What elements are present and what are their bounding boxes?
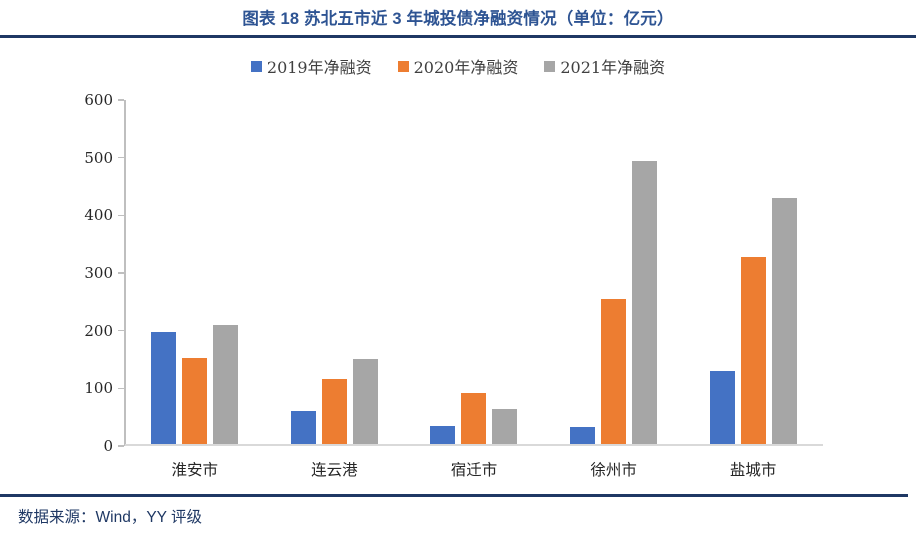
chart-legend: 2019年净融资 2020年净融资 2021年净融资 bbox=[0, 54, 916, 78]
legend-swatch-icon bbox=[397, 60, 409, 72]
y-tick-label: 400 bbox=[84, 206, 113, 225]
y-tick-label: 600 bbox=[84, 91, 113, 109]
y-axis-tick bbox=[118, 329, 124, 332]
top-divider bbox=[0, 35, 916, 38]
legend-label: 2021年净融资 bbox=[560, 58, 666, 77]
y-axis-line bbox=[124, 100, 126, 446]
bar-2020年净融资-宿迁市 bbox=[461, 393, 487, 444]
y-axis-tick bbox=[118, 387, 124, 390]
bar-2019年净融资-盐城市 bbox=[709, 371, 735, 444]
bar-group-徐州市 bbox=[544, 100, 684, 444]
y-tick-label: 500 bbox=[84, 148, 113, 167]
x-category-label: 宿迁市 bbox=[450, 461, 498, 479]
legend-item-2020年净融资: 2020年净融资 bbox=[397, 54, 519, 78]
y-axis-tick bbox=[118, 156, 124, 159]
bar-group-盐城市 bbox=[683, 100, 823, 444]
bar-2020年净融资-徐州市 bbox=[601, 298, 627, 444]
bar-2019年净融资-淮安市 bbox=[151, 332, 177, 444]
x-category-label: 连云港 bbox=[311, 461, 358, 479]
legend-swatch-icon bbox=[544, 60, 556, 72]
bar-2021年净融资-盐城市 bbox=[771, 197, 797, 444]
y-axis-tick bbox=[118, 99, 124, 101]
bar-2021年净融资-淮安市 bbox=[213, 324, 239, 444]
bar-2019年净融资-宿迁市 bbox=[430, 425, 456, 444]
y-axis-tick bbox=[118, 445, 124, 447]
legend-item-2019年净融资: 2019年净融资 bbox=[250, 54, 372, 78]
bar-group-连云港 bbox=[265, 100, 405, 444]
legend-item-2021年净融资: 2021年净融资 bbox=[544, 54, 665, 78]
x-category-label: 淮安市 bbox=[171, 461, 219, 479]
bar-2019年净融资-徐州市 bbox=[570, 426, 596, 444]
bar-2020年净融资-盐城市 bbox=[740, 257, 766, 444]
legend-swatch-icon bbox=[250, 60, 262, 72]
x-category-label: 徐州市 bbox=[590, 461, 637, 479]
figure-title: 图表 18 苏北五市近 3 年城投债净融资情况（单位：亿元） bbox=[242, 10, 674, 28]
bar-2020年净融资-连云港 bbox=[321, 379, 347, 444]
x-category-label: 盐城市 bbox=[729, 461, 777, 479]
y-tick-label: 0 bbox=[103, 437, 113, 455]
y-tick-label: 100 bbox=[84, 379, 113, 398]
bar-2019年净融资-连云港 bbox=[290, 410, 316, 444]
legend-label: 2019年净融资 bbox=[266, 58, 372, 77]
bar-2021年净融资-宿迁市 bbox=[492, 408, 518, 444]
bar-group-淮安市 bbox=[125, 100, 265, 444]
bar-group-宿迁市 bbox=[404, 100, 544, 444]
y-tick-label: 300 bbox=[84, 264, 113, 282]
data-source-note: 数据来源：Wind，YY 评级 bbox=[18, 509, 203, 526]
bar-2020年净融资-淮安市 bbox=[182, 358, 208, 444]
bar-2021年净融资-连云港 bbox=[352, 358, 378, 444]
y-tick-label: 200 bbox=[84, 321, 113, 340]
bottom-divider bbox=[0, 494, 908, 497]
bar-2021年净融资-徐州市 bbox=[632, 160, 658, 444]
y-axis-tick bbox=[118, 272, 124, 274]
y-axis-tick bbox=[118, 214, 124, 217]
x-axis-line bbox=[125, 444, 823, 446]
legend-label: 2020年净融资 bbox=[413, 58, 519, 77]
